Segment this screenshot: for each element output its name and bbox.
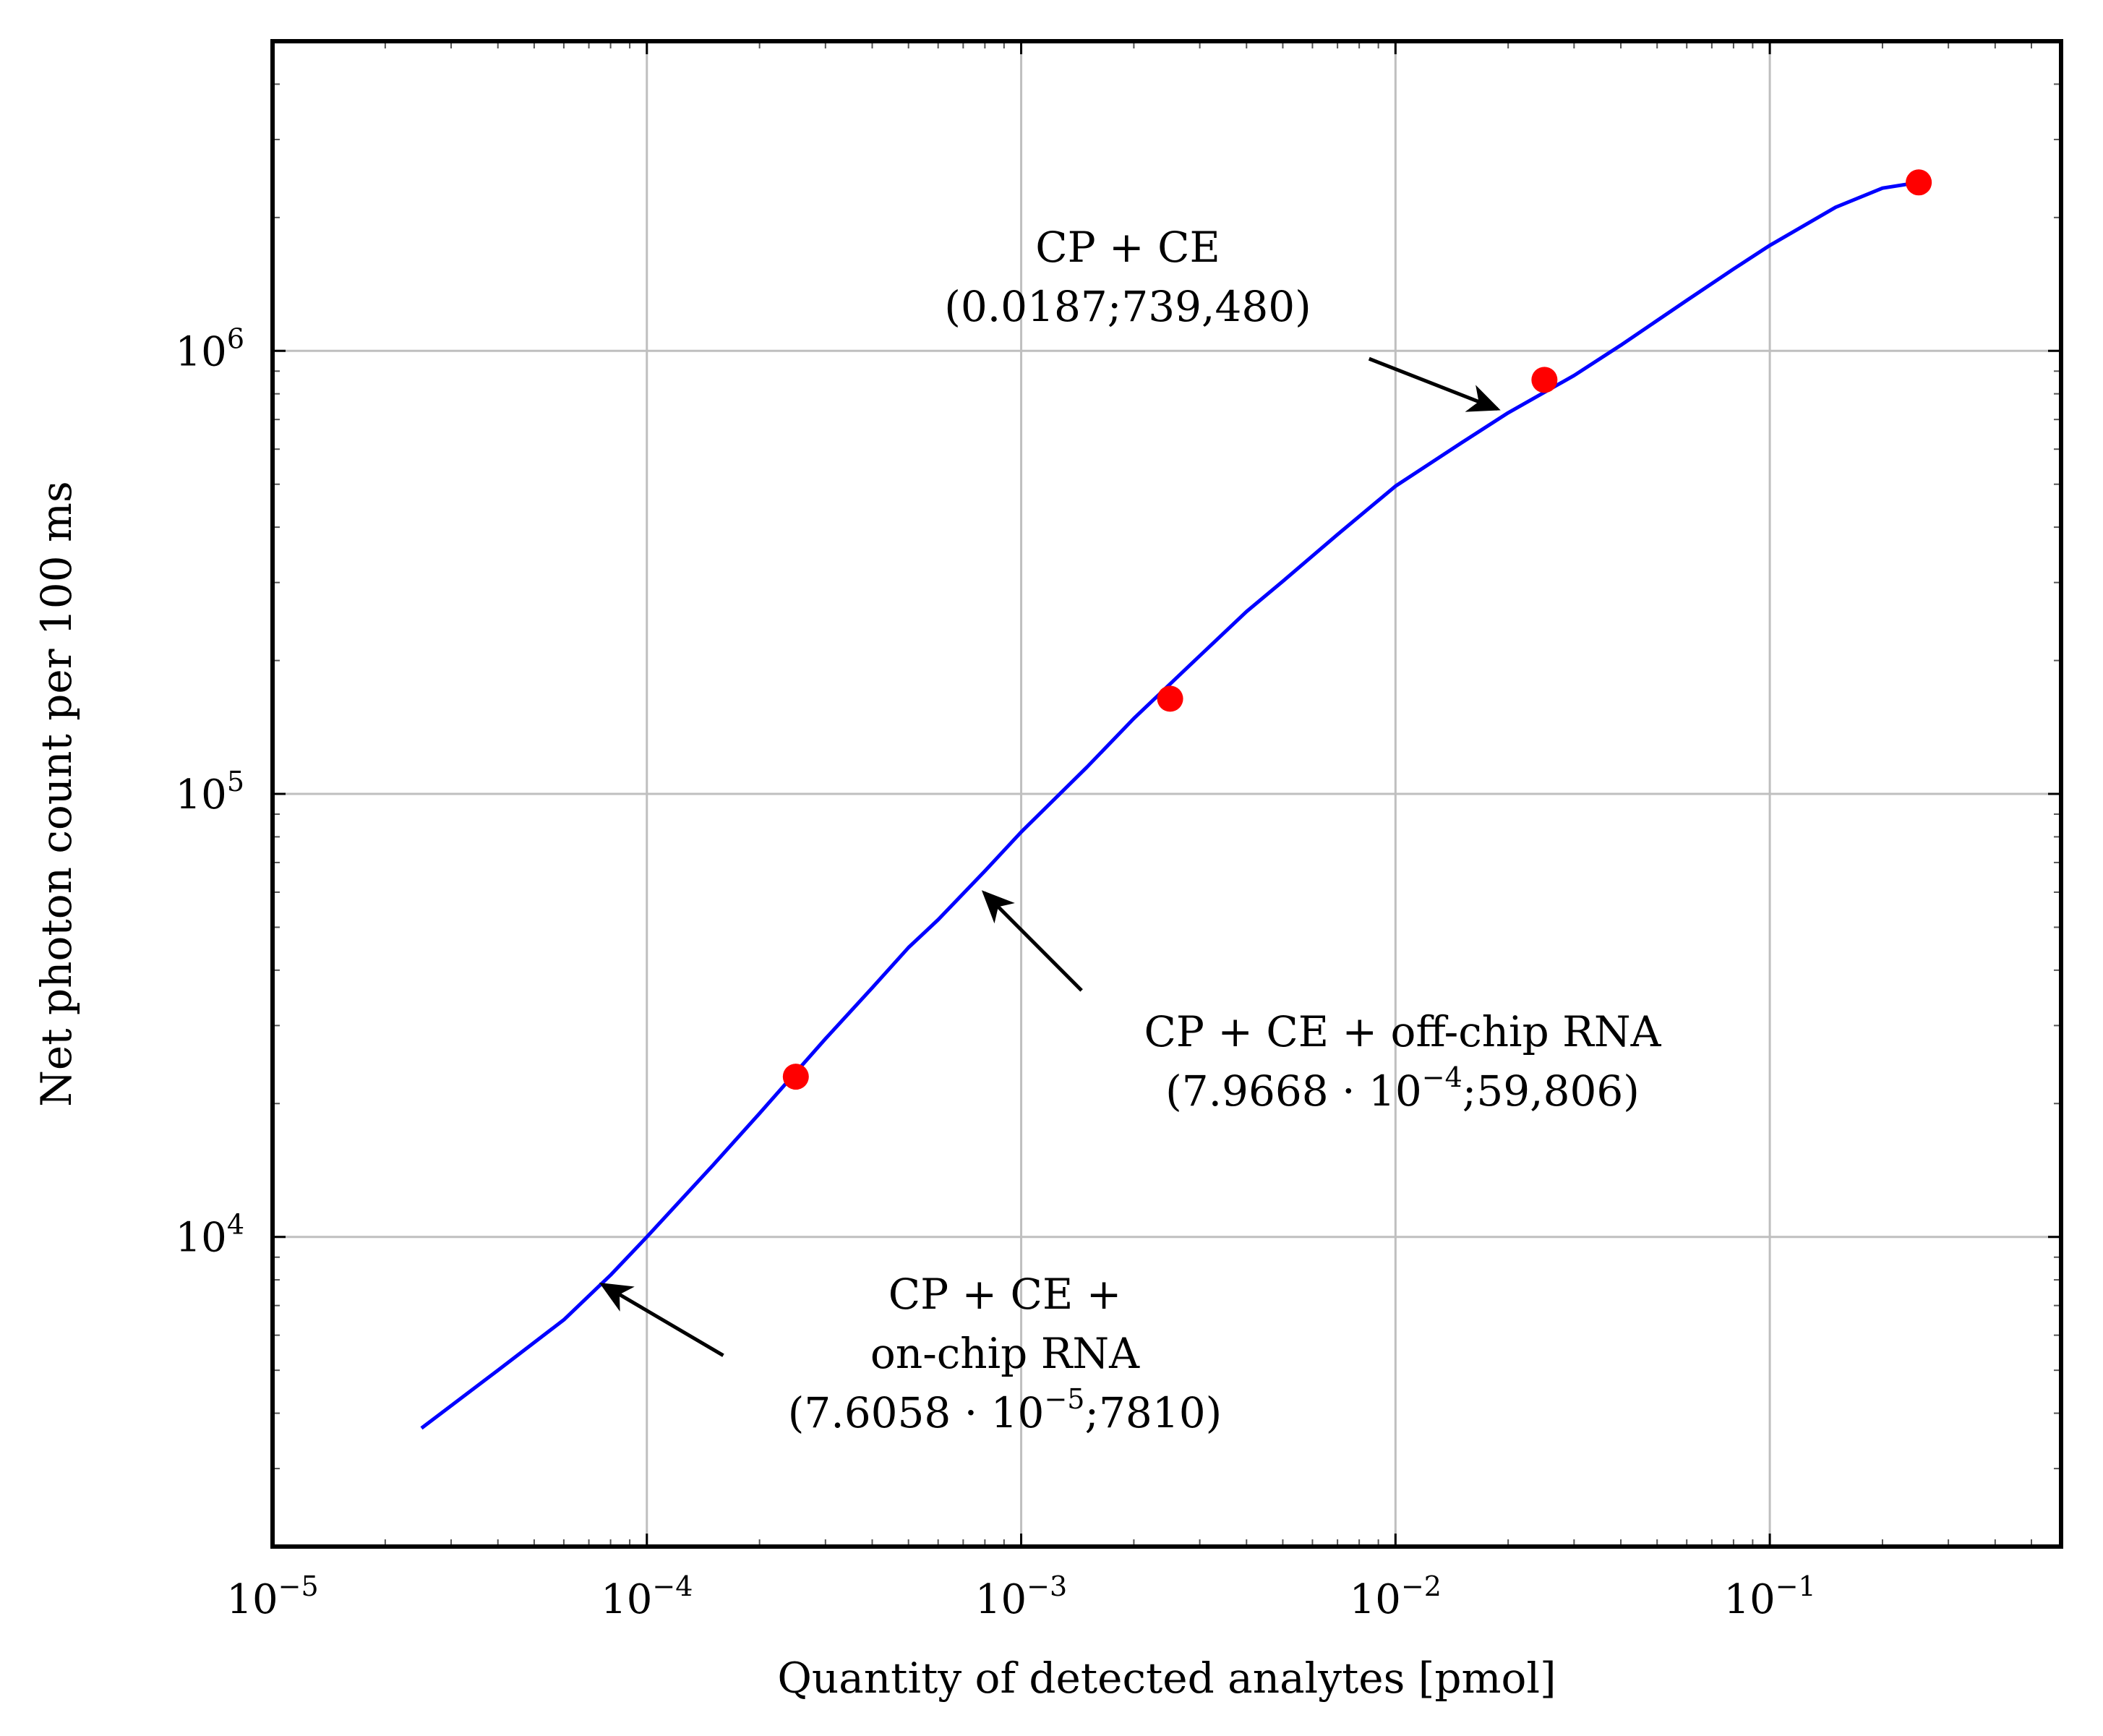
- x-tick-label: 10−1: [1723, 1570, 1815, 1623]
- x-tick-label-exp: −1: [1776, 1570, 1816, 1602]
- y-tick-label-base: 10: [176, 328, 227, 375]
- plot-frame: [270, 39, 2063, 1549]
- data-point: [1531, 367, 1558, 393]
- annotation-arrow-offchip: [981, 890, 1083, 992]
- x-tick-label-base: 10: [1723, 1576, 1775, 1623]
- annotation-text-post: ;59,806): [1462, 1066, 1640, 1116]
- x-tick-label-exp: −2: [1401, 1570, 1442, 1602]
- annotation-onchip-line: CP + CE +: [888, 1270, 1122, 1319]
- grid: [271, 41, 2061, 1547]
- annotation-onchip-line: on-chip RNA: [870, 1329, 1140, 1378]
- x-tick-label: 10−3: [975, 1570, 1067, 1623]
- annotation-arrow-cpce: [1368, 356, 1501, 412]
- annotation-onchip-line: (7.6058 · 10−5;7810): [788, 1383, 1222, 1437]
- y-tick-label: 106: [176, 322, 244, 375]
- annotation-text-pre: (7.6058 · 10: [788, 1388, 1045, 1437]
- data-point: [1157, 685, 1183, 712]
- annotation-text-pre: (7.9668 · 10: [1165, 1066, 1422, 1116]
- y-tick-label-exp: 5: [227, 766, 244, 798]
- annotation-offchip-line: CP + CE + off-chip RNA: [1144, 1007, 1662, 1056]
- y-axis-title: Net photon count per 100 ms: [32, 481, 81, 1107]
- annotation-cpce-line: CP + CE: [1035, 223, 1220, 272]
- data-point: [1906, 169, 1932, 196]
- annotation-cpce-line: (0.0187;739,480): [944, 282, 1311, 331]
- y-tick-label: 105: [176, 766, 244, 818]
- y-tick-label: 104: [176, 1209, 244, 1262]
- annotation-arrow-onchip: [599, 1282, 724, 1357]
- y-tick-label-exp: 6: [227, 322, 244, 354]
- x-tick-label-exp: −4: [652, 1570, 693, 1602]
- x-tick-label-base: 10: [226, 1576, 278, 1623]
- annotation-text-post: ;7810): [1084, 1388, 1222, 1437]
- data-point: [782, 1064, 809, 1090]
- x-tick-label-exp: −5: [278, 1570, 319, 1602]
- x-axis-title: Quantity of detected analytes [pmol]: [777, 1654, 1556, 1703]
- y-tick-label-base: 10: [176, 1215, 227, 1262]
- annotations: CP + CE (0.0187;739,480) CP + CE + off-chi…: [599, 223, 1662, 1437]
- x-tick-label-base: 10: [601, 1576, 652, 1623]
- x-tick-label-base: 10: [1350, 1576, 1401, 1623]
- y-tick-label-exp: 4: [227, 1209, 244, 1241]
- annotation-text-sup: −5: [1044, 1383, 1084, 1415]
- annotation-offchip-line: (7.9668 · 10−4;59,806): [1165, 1061, 1640, 1116]
- y-tick-label-base: 10: [176, 771, 227, 818]
- x-tick-label: 10−2: [1350, 1570, 1442, 1623]
- x-tick-label: 10−5: [226, 1570, 318, 1623]
- x-tick-label-base: 10: [975, 1576, 1027, 1623]
- x-tick-label: 10−4: [601, 1570, 693, 1623]
- x-tick-label-exp: −3: [1027, 1570, 1067, 1602]
- annotation-text-sup: −4: [1422, 1061, 1462, 1093]
